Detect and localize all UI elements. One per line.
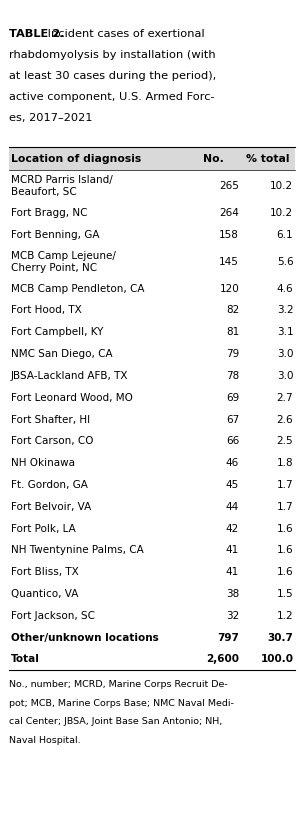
- Text: 10.2: 10.2: [270, 181, 293, 191]
- Text: Fort Campbell, KY: Fort Campbell, KY: [11, 327, 103, 337]
- Text: Incident cases of exertional: Incident cases of exertional: [44, 29, 205, 39]
- Text: NH Twentynine Palms, CA: NH Twentynine Palms, CA: [11, 545, 143, 555]
- Text: 30.7: 30.7: [268, 633, 293, 643]
- Text: at least 30 cases during the period),: at least 30 cases during the period),: [9, 71, 216, 81]
- Text: 45: 45: [226, 480, 239, 490]
- Text: 67: 67: [226, 414, 239, 425]
- Text: JBSA-Lackland AFB, TX: JBSA-Lackland AFB, TX: [11, 371, 128, 381]
- Text: Fort Bragg, NC: Fort Bragg, NC: [11, 208, 87, 218]
- Text: Fort Hood, TX: Fort Hood, TX: [11, 305, 81, 315]
- Text: 1.6: 1.6: [277, 524, 293, 534]
- Text: NH Okinawa: NH Okinawa: [11, 458, 75, 468]
- Text: Fort Leonard Wood, MO: Fort Leonard Wood, MO: [11, 393, 133, 403]
- Text: 4.6: 4.6: [277, 284, 293, 294]
- Text: Fort Polk, LA: Fort Polk, LA: [11, 524, 75, 534]
- Text: 2.5: 2.5: [277, 436, 293, 446]
- Text: TABLE 2.: TABLE 2.: [9, 29, 65, 39]
- Text: 145: 145: [219, 257, 239, 267]
- Text: active component, U.S. Armed Forc-: active component, U.S. Armed Forc-: [9, 92, 215, 102]
- Text: 797: 797: [217, 633, 239, 643]
- Text: 78: 78: [226, 371, 239, 381]
- Text: rhabdomyolysis by installation (with: rhabdomyolysis by installation (with: [9, 50, 216, 60]
- Text: 3.2: 3.2: [277, 305, 293, 315]
- Text: 32: 32: [226, 611, 239, 621]
- Text: NMC San Diego, CA: NMC San Diego, CA: [11, 349, 112, 359]
- Text: Fort Carson, CO: Fort Carson, CO: [11, 436, 93, 446]
- Text: 2.6: 2.6: [277, 414, 293, 425]
- Text: pot; MCB, Marine Corps Base; NMC Naval Medi-: pot; MCB, Marine Corps Base; NMC Naval M…: [9, 699, 234, 708]
- Text: 3.0: 3.0: [277, 349, 293, 359]
- Text: 1.2: 1.2: [277, 611, 293, 621]
- Text: 2,600: 2,600: [206, 654, 239, 664]
- Text: % total: % total: [246, 154, 289, 164]
- Text: 1.6: 1.6: [277, 567, 293, 577]
- Text: Quantico, VA: Quantico, VA: [11, 589, 78, 599]
- Text: Other/unknown locations: Other/unknown locations: [11, 633, 158, 643]
- Text: 38: 38: [226, 589, 239, 599]
- Text: 158: 158: [219, 230, 239, 240]
- Text: MCB Camp Pendleton, CA: MCB Camp Pendleton, CA: [11, 284, 144, 294]
- Text: 42: 42: [226, 524, 239, 534]
- Text: 3.1: 3.1: [277, 327, 293, 337]
- Text: 81: 81: [226, 327, 239, 337]
- Text: 46: 46: [226, 458, 239, 468]
- Text: 264: 264: [219, 208, 239, 218]
- Text: Fort Bliss, TX: Fort Bliss, TX: [11, 567, 78, 577]
- Text: 2.7: 2.7: [277, 393, 293, 403]
- Text: 1.7: 1.7: [277, 502, 293, 512]
- Text: 10.2: 10.2: [270, 208, 293, 218]
- Text: 1.7: 1.7: [277, 480, 293, 490]
- Text: MCB Camp Lejeune/
Cherry Point, NC: MCB Camp Lejeune/ Cherry Point, NC: [11, 251, 116, 273]
- Text: 41: 41: [226, 567, 239, 577]
- Text: 41: 41: [226, 545, 239, 555]
- Text: Fort Belvoir, VA: Fort Belvoir, VA: [11, 502, 91, 512]
- Text: Fort Jackson, SC: Fort Jackson, SC: [11, 611, 95, 621]
- Text: es, 2017–2021: es, 2017–2021: [9, 113, 93, 123]
- Text: 1.6: 1.6: [277, 545, 293, 555]
- Text: 82: 82: [226, 305, 239, 315]
- Text: 100.0: 100.0: [260, 654, 293, 664]
- Text: Ft. Gordon, GA: Ft. Gordon, GA: [11, 480, 88, 490]
- Text: Total: Total: [11, 654, 40, 664]
- Text: Location of diagnosis: Location of diagnosis: [11, 154, 141, 164]
- Text: No.: No.: [203, 154, 224, 164]
- Text: No., number; MCRD, Marine Corps Recruit De-: No., number; MCRD, Marine Corps Recruit …: [9, 680, 228, 690]
- Text: 79: 79: [226, 349, 239, 359]
- Text: 69: 69: [226, 393, 239, 403]
- Text: Fort Benning, GA: Fort Benning, GA: [11, 230, 99, 240]
- Text: MCRD Parris Island/
Beaufort, SC: MCRD Parris Island/ Beaufort, SC: [11, 175, 112, 197]
- Text: 120: 120: [219, 284, 239, 294]
- Text: cal Center; JBSA, Joint Base San Antonio; NH,: cal Center; JBSA, Joint Base San Antonio…: [9, 717, 222, 727]
- FancyBboxPatch shape: [9, 147, 295, 170]
- Text: 6.1: 6.1: [277, 230, 293, 240]
- Text: 66: 66: [226, 436, 239, 446]
- Text: 5.6: 5.6: [277, 257, 293, 267]
- Text: 44: 44: [226, 502, 239, 512]
- Text: 1.8: 1.8: [277, 458, 293, 468]
- Text: 265: 265: [219, 181, 239, 191]
- Text: Fort Shafter, HI: Fort Shafter, HI: [11, 414, 90, 425]
- Text: Naval Hospital.: Naval Hospital.: [9, 736, 81, 745]
- Text: 1.5: 1.5: [277, 589, 293, 599]
- Text: 3.0: 3.0: [277, 371, 293, 381]
